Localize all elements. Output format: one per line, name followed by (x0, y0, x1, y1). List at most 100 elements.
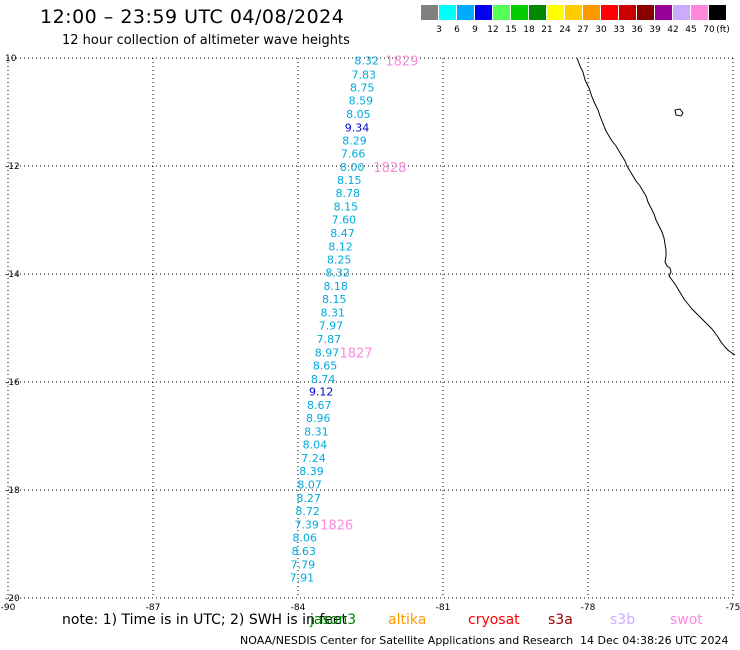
color-scale-swatch (565, 5, 582, 20)
color-scale-swatch (583, 5, 600, 20)
color-scale-label: 42 (667, 25, 679, 35)
swh-value-label: 8.74 (311, 373, 336, 386)
swh-value-label: 8.67 (307, 399, 332, 412)
lon-tick-label: -78 (581, 603, 596, 613)
color-scale-swatch (529, 5, 546, 20)
swh-value-label: 7.87 (317, 333, 342, 346)
swh-value-label: 7.66 (341, 148, 366, 161)
lat-tick-label: -12 (5, 162, 20, 172)
color-scale-label: 70 (703, 25, 715, 35)
swh-value-label: 8.59 (349, 95, 374, 108)
lat-tick-label: -18 (5, 486, 20, 496)
page-subtitle: 12 hour collection of altimeter wave hei… (62, 33, 350, 48)
satellite-legend-item: altika (388, 612, 427, 628)
legend-note: note: 1) Time is in UTC; 2) SWH is in fe… (62, 612, 348, 628)
swh-value-label: 8.25 (327, 253, 352, 266)
lat-tick-label: 10 (5, 54, 17, 64)
color-scale-label: 18 (523, 25, 535, 35)
color-scale-swatch (619, 5, 636, 20)
color-scale-swatch (691, 5, 708, 20)
color-scale-label: 6 (454, 25, 460, 35)
swh-value-label: 8.65 (313, 359, 338, 372)
swh-value-label: 8.18 (323, 280, 348, 293)
color-scale-swatch (421, 5, 438, 20)
color-scale-label: 30 (595, 25, 607, 35)
color-scale-swatch (673, 5, 690, 20)
swh-value-label: 8.15 (322, 293, 347, 306)
swh-value-label: 8.47 (330, 227, 355, 240)
color-scale-swatch (637, 5, 654, 20)
altimeter-track: 8.327.838.758.598.059.348.297.668.008.15… (290, 55, 379, 585)
swh-value-label: 8.72 (295, 505, 320, 518)
footer-timestamp: 14 Dec 04:38:26 UTC 2024 (580, 634, 729, 647)
color-scale-swatch (493, 5, 510, 20)
swh-value-label: 7.24 (301, 452, 326, 465)
color-scale-swatch (601, 5, 618, 20)
island-outline (674, 108, 684, 117)
pass-time-label: 1826 (320, 519, 353, 534)
swh-value-label: 8.31 (321, 306, 346, 319)
swh-value-label: 8.29 (342, 135, 367, 148)
swh-value-label: 7.91 (290, 571, 315, 584)
swh-value-label: 7.60 (332, 213, 357, 226)
color-scale-label: 15 (505, 25, 517, 35)
lon-tick-label: -84 (291, 603, 306, 613)
graticule: 10 -12 -14 -16 -18 -20-90 -87 -84 -81 -78 -75 (1, 54, 740, 613)
lon-tick-label: -87 (146, 603, 161, 613)
swh-value-label: 8.39 (299, 465, 324, 478)
swh-value-label: 8.31 (304, 426, 329, 439)
swh-value-label: 8.07 (297, 479, 322, 492)
color-scale-label: 12 (487, 25, 499, 35)
color-scale-label: 45 (685, 25, 697, 35)
swh-value-label: 9.34 (345, 122, 370, 135)
pass-time-label: 1829 (385, 55, 418, 70)
color-scale-label: 9 (472, 25, 478, 35)
swh-value-label: 8.12 (328, 240, 353, 253)
swh-value-label: 8.04 (303, 439, 328, 452)
color-scale-label: 27 (577, 25, 589, 35)
lat-tick-label: -16 (5, 378, 20, 388)
color-scale-label: 24 (559, 25, 571, 35)
lon-tick-label: -90 (1, 603, 16, 613)
page-title: 12:00 – 23:59 UTC 04/08/2024 (40, 6, 345, 28)
color-scale-swatch (547, 5, 564, 20)
color-scale-label: 33 (613, 25, 625, 35)
swh-value-label: 7.83 (351, 69, 376, 82)
swh-value-label: 7.39 (294, 519, 319, 532)
color-scale-swatch (709, 5, 726, 20)
color-scale-swatch (475, 5, 492, 20)
lon-tick-label: -81 (436, 603, 451, 613)
satellite-legend-item: swot (670, 612, 703, 628)
satellite-legend-item: cryosat (468, 612, 520, 628)
footer-credit: NOAA/NESDIS Center for Satellite Applica… (240, 634, 574, 647)
swh-value-label: 8.78 (336, 187, 361, 200)
swh-value-label: 8.75 (350, 82, 375, 95)
swh-value-label: 8.15 (337, 174, 362, 187)
color-scale-swatch (655, 5, 672, 20)
swh-value-label: 7.97 (319, 319, 344, 332)
color-scale-swatch (457, 5, 474, 20)
color-scale-label: 3 (436, 25, 442, 35)
color-scale-label: 36 (631, 25, 643, 35)
lon-tick-label: -75 (726, 603, 740, 613)
swh-value-label: 8.00 (340, 161, 365, 174)
swh-value-label: 8.32 (325, 266, 350, 279)
swh-value-label: 8.96 (306, 412, 331, 425)
pass-time-label: 1827 (339, 346, 372, 361)
pass-time-label: 1828 (373, 161, 406, 176)
swh-value-label: 9.12 (309, 386, 334, 399)
swh-value-label: 8.27 (296, 492, 321, 505)
swh-value-label: 8.32 (354, 55, 379, 68)
swh-value-label: 8.15 (334, 201, 359, 214)
color-scale-swatch (439, 5, 456, 20)
satellite-legend-item: s3a (548, 612, 573, 628)
coastline (576, 57, 736, 356)
swh-value-label: 7.79 (291, 559, 316, 572)
lat-tick-label: -20 (5, 594, 20, 604)
color-scale-unit: (ft) (716, 25, 730, 35)
satellite-legend-item: jason3 (310, 612, 357, 628)
satellite-legend-item: s3b (610, 612, 636, 628)
color-scale-label: 39 (649, 25, 661, 35)
swh-value-label: 8.63 (292, 545, 317, 558)
